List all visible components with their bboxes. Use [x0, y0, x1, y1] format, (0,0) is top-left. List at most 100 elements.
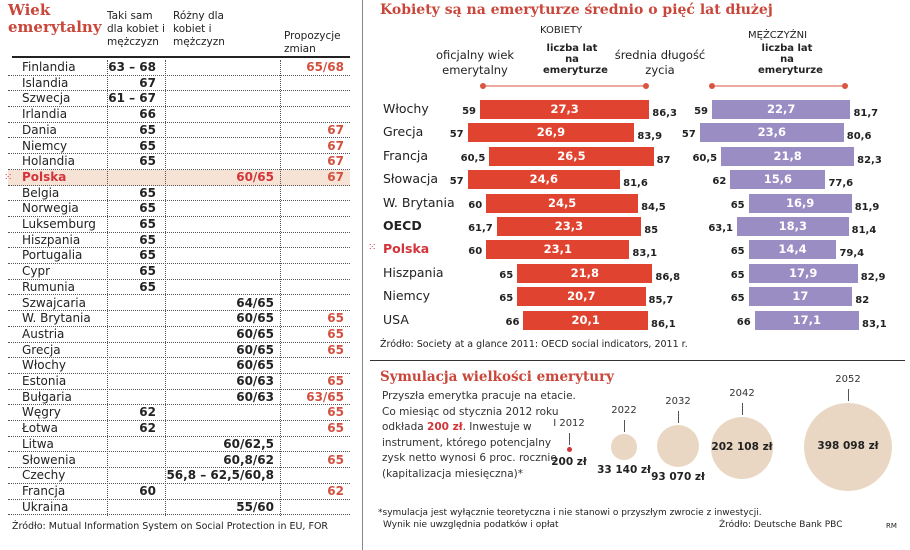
proposed-change-value: 65: [327, 421, 344, 436]
table-row: Estonia 60/63 65: [8, 374, 350, 390]
table-row: Ukraina 55/60: [8, 500, 350, 516]
retirement-age-header: oficjalny wiek emerytalny: [435, 48, 515, 77]
table-row: Rumunia 65: [8, 280, 350, 296]
women-life-expectancy: 83,9: [637, 131, 663, 143]
year-label: 2022: [611, 405, 637, 417]
chart-title: Kobiety są na emeryturze średnio o pięć …: [380, 2, 773, 18]
women-bar: 23,3: [496, 217, 642, 236]
women-sublabel: liczba lat na emeryturze: [543, 43, 608, 76]
table-row: ⁙ Polska 60/65 67: [4, 169, 350, 186]
men-bar: 14,4: [748, 240, 837, 260]
women-retirement-age: 60: [468, 246, 483, 258]
men-retirement-age: 63,1: [708, 223, 734, 234]
men-retirement-age: 57: [681, 129, 696, 141]
women-label: KOBIETY: [540, 25, 583, 36]
different-age-value: 60/62,5: [223, 436, 274, 451]
same-age-value: 66: [139, 107, 156, 122]
col-header-different: Różny dla kobiet i mężczyzn: [173, 10, 225, 48]
women-bar: 20,7: [517, 287, 646, 307]
proposed-change-value: 63/65: [306, 389, 344, 404]
different-age-value: 55/60: [236, 499, 274, 514]
country-name: Węgry: [22, 405, 61, 420]
women-retirement-age: 61,7: [468, 223, 493, 234]
different-age-value: 60/65: [236, 326, 274, 341]
arrow-down-icon: [848, 389, 849, 401]
women-life-expectancy: 86,1: [651, 318, 676, 330]
women-bar: 20,1: [523, 310, 648, 330]
different-age-value: 64/65: [236, 295, 274, 310]
country-name: Ukraina: [22, 499, 69, 514]
amount-label: 398 098 zł: [817, 440, 879, 452]
table-row: Holandia 65 67: [8, 154, 350, 170]
country-name: Luksemburg: [22, 217, 96, 231]
country-label: Słowacja: [383, 171, 439, 187]
women-retirement-age: 65: [499, 269, 514, 281]
table-row: Litwa 60/62,5: [8, 437, 350, 453]
women-retirement-age: 65: [499, 293, 514, 305]
women-life-expectancy: 85,7: [648, 295, 674, 307]
axis-markers: [480, 83, 848, 89]
same-age-value: 61 – 67: [108, 91, 156, 106]
country-name: Grecja: [22, 342, 61, 357]
table-row: Irlandia 66: [8, 107, 350, 123]
men-life-expectancy: 81,9: [854, 201, 880, 213]
country-name: Szwajcaria: [22, 295, 86, 310]
men-retirement-age: 66: [736, 316, 751, 328]
country-label: Niemcy: [383, 288, 430, 304]
arrow-down-icon: [678, 410, 679, 423]
table-row: Grecja 60/65 65: [8, 343, 350, 359]
footnote-taxes: Wynik nie uwzględnia podatków i opłat: [383, 520, 559, 530]
table-row: Niemcy 65 67: [8, 139, 350, 155]
same-age-value: 65: [139, 122, 156, 137]
women-life-expectancy: 86,3: [652, 108, 677, 119]
value-circle: [566, 446, 572, 452]
proposed-change-value: 62: [327, 483, 344, 498]
country-name: Bułgaria: [22, 389, 72, 404]
column-divider: [280, 60, 281, 516]
same-age-value: 62: [139, 405, 156, 420]
men-bar: 15,6: [730, 170, 826, 190]
year-label: I 2012: [553, 417, 585, 429]
country-name: Islandia: [22, 75, 69, 90]
proposed-change-value: 65: [327, 405, 344, 420]
proposed-change-value: 65: [327, 452, 344, 467]
section-divider: [370, 360, 905, 361]
women-life-expectancy: 84,5: [641, 201, 666, 213]
men-life-expectancy: 79,4: [839, 248, 865, 260]
simulation-title: Symulacja wielkości emerytury: [380, 369, 615, 385]
different-age-value: 60/65: [236, 169, 274, 184]
country-label: Francja: [383, 147, 429, 163]
table-row: Norwegia 65: [8, 201, 350, 217]
country-name: Belgia: [22, 185, 60, 200]
same-age-value: 65: [139, 232, 156, 247]
men-bar: 17,9: [748, 263, 858, 283]
men-retirement-age: 65: [730, 199, 745, 211]
women-retirement-age: 57: [449, 129, 464, 141]
country-name: Hiszpania: [22, 232, 81, 247]
amount-label: 202 108 zł: [711, 441, 773, 453]
simulation-description: Przyszła emerytka pracuje na etacie. Co …: [382, 390, 576, 480]
men-retirement-age: 59: [694, 106, 708, 117]
value-circle: [611, 434, 637, 460]
men-life-expectancy: 80,6: [846, 131, 872, 143]
proposed-change-value: 65: [327, 311, 344, 326]
column-divider: [107, 60, 108, 516]
different-age-value: 60/63: [236, 374, 274, 388]
same-age-value: 65: [139, 138, 156, 153]
same-age-value: 65: [139, 154, 156, 169]
different-age-value: 60/65: [236, 342, 274, 357]
table-row: Luksemburg 65: [8, 217, 350, 233]
men-bar: 17,1: [754, 310, 859, 330]
country-name: Cypr: [22, 264, 51, 279]
section-divider: [362, 0, 363, 550]
table-row: Włochy 60/65: [8, 358, 350, 374]
table-row: Słowenia 60,8/62 65: [8, 453, 350, 469]
men-bar: 22,7: [712, 100, 851, 119]
men-sublabel: liczba lat na emeryturze: [758, 43, 823, 76]
country-name: Portugalia: [22, 248, 83, 263]
women-bar: 26,5: [489, 146, 654, 166]
women-life-expectancy: 87: [656, 154, 671, 166]
men-bar: 16,9: [748, 193, 852, 213]
same-age-value: 63 – 68: [108, 60, 156, 74]
header-rule: [12, 56, 350, 58]
